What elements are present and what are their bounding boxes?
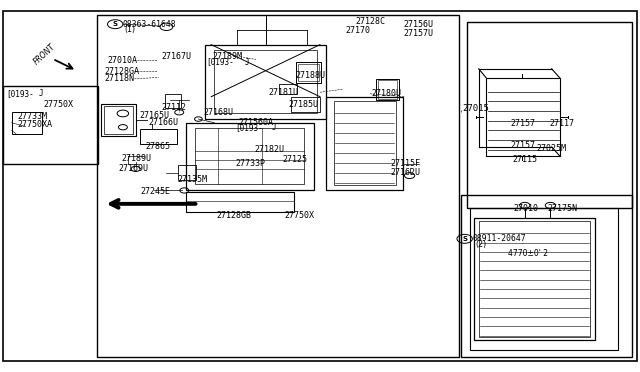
Text: 27168U: 27168U (204, 108, 234, 117)
Bar (97, 15, 459, 357)
Bar (378, 80, 397, 99)
Text: [0193-: [0193- (6, 89, 34, 98)
Bar (470, 208, 618, 350)
Bar (101, 104, 136, 136)
Text: S: S (113, 21, 118, 27)
Bar (291, 97, 320, 112)
Bar (178, 165, 196, 180)
Bar (140, 129, 177, 144)
Bar (467, 22, 632, 208)
Text: 27167U: 27167U (162, 52, 192, 61)
Text: 27169U: 27169U (118, 164, 148, 173)
Text: 27733P: 27733P (236, 159, 266, 168)
Text: 27157: 27157 (511, 141, 536, 150)
Bar (214, 50, 317, 113)
Bar (12, 112, 42, 134)
Bar (186, 123, 314, 190)
Text: J: J (272, 124, 276, 132)
Text: 27157: 27157 (511, 119, 536, 128)
Text: FRONT: FRONT (32, 42, 58, 66)
Bar (298, 64, 319, 81)
Text: 271560A: 271560A (238, 118, 273, 126)
Text: 27189U: 27189U (122, 154, 152, 163)
Text: 27166U: 27166U (148, 118, 179, 127)
Text: S: S (462, 236, 467, 242)
Text: (1): (1) (124, 25, 135, 34)
Text: 27128GA: 27128GA (104, 67, 140, 76)
Text: 27112: 27112 (162, 103, 187, 112)
Bar (376, 79, 399, 100)
Text: 27117: 27117 (549, 119, 574, 128)
Bar (479, 221, 590, 337)
Text: 27750X: 27750X (44, 100, 74, 109)
Text: 27750X: 27750X (284, 211, 314, 219)
Text: 08363-61648: 08363-61648 (123, 20, 177, 29)
Text: 27010: 27010 (513, 204, 538, 213)
Text: 27015: 27015 (462, 104, 489, 113)
Text: 27245E: 27245E (141, 187, 171, 196)
Text: [0193-: [0193- (236, 124, 263, 132)
Bar (165, 94, 181, 108)
Text: J: J (245, 58, 250, 67)
Text: 08911-20647: 08911-20647 (472, 234, 526, 243)
Bar (205, 45, 326, 119)
Text: 27180U: 27180U (371, 89, 401, 98)
Text: 27188U: 27188U (296, 71, 326, 80)
Text: 27165U: 27165U (140, 111, 170, 120)
Text: 27157U: 27157U (403, 29, 433, 38)
Text: 27185U: 27185U (288, 100, 318, 109)
Bar (461, 195, 632, 357)
Text: 27750XA: 27750XA (18, 120, 53, 129)
Text: [0193-: [0193- (206, 58, 234, 67)
Bar (104, 106, 133, 134)
Text: 27115: 27115 (512, 155, 537, 164)
Bar (3, 86, 98, 164)
Bar (296, 62, 321, 83)
Bar (279, 84, 297, 94)
Bar (486, 78, 560, 156)
Bar (326, 97, 403, 190)
Text: 27865: 27865 (146, 142, 171, 151)
Bar (195, 128, 304, 184)
Text: 27025M: 27025M (536, 144, 566, 153)
Text: 27170: 27170 (346, 26, 371, 35)
Text: 27181U: 27181U (269, 88, 299, 97)
Text: 27175N: 27175N (547, 204, 577, 213)
Text: 27010A: 27010A (108, 56, 138, 65)
Bar (186, 192, 294, 212)
Text: 27115F: 27115F (390, 159, 420, 168)
Text: 27128C: 27128C (356, 17, 386, 26)
Text: (2): (2) (475, 240, 486, 249)
Text: J: J (38, 89, 43, 98)
Bar (334, 101, 396, 185)
Text: 4770±0' 2: 4770±0' 2 (508, 249, 548, 258)
Text: 27156U: 27156U (403, 20, 433, 29)
Text: 27128GB: 27128GB (216, 211, 252, 219)
Text: 27733M: 27733M (18, 112, 48, 121)
Text: 27118N: 27118N (104, 74, 134, 83)
Text: 27189M: 27189M (212, 52, 243, 61)
Text: 27162U: 27162U (390, 169, 420, 177)
Bar (474, 218, 595, 340)
Text: 27125: 27125 (283, 155, 308, 164)
Text: 27182U: 27182U (255, 145, 285, 154)
Text: 27135M: 27135M (178, 175, 208, 184)
